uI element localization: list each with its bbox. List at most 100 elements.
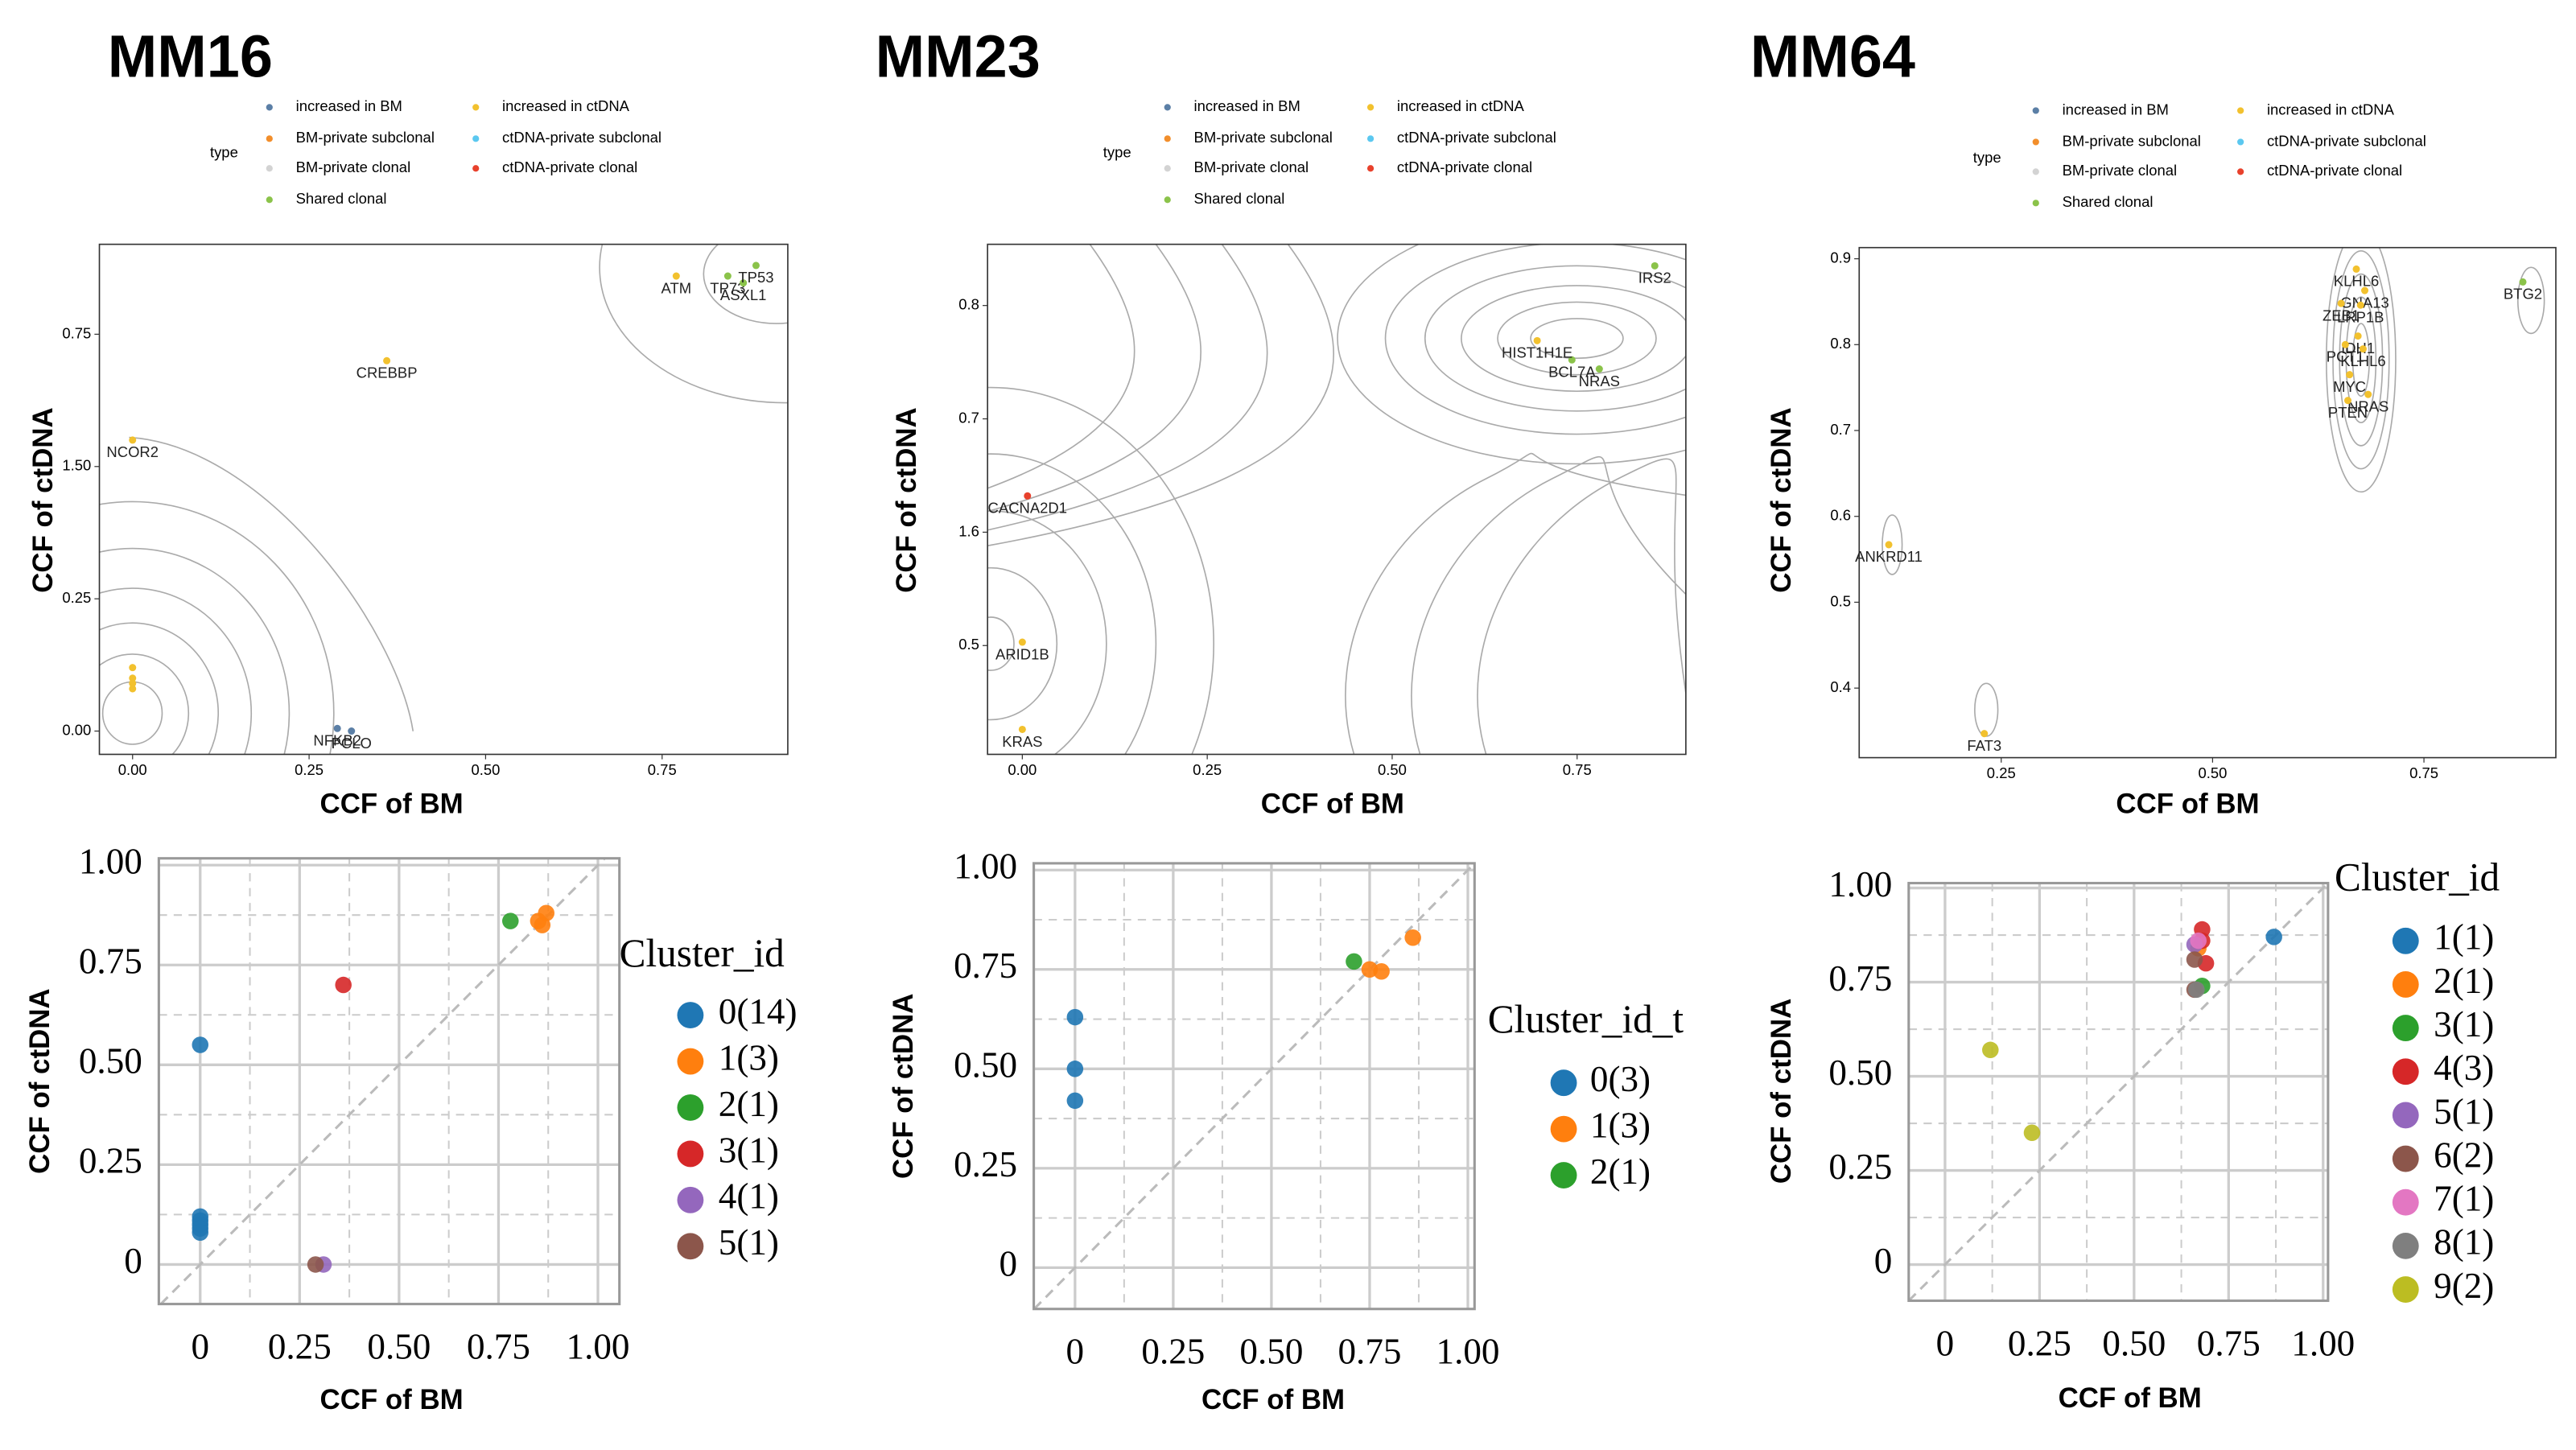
legend-label: BM-private clonal (2063, 162, 2178, 179)
point (1885, 541, 1893, 549)
point (740, 279, 748, 287)
plot-area (1033, 863, 1475, 1309)
y-tick-label: 0.8 (958, 296, 979, 313)
point-label: NFKB2 (313, 732, 361, 749)
y-tick-label: 0.6 (1830, 507, 1851, 524)
legend-label: 0(3) (1590, 1059, 1651, 1099)
legend-marker (677, 1233, 704, 1260)
point (1373, 963, 1390, 980)
y-tick-label: 0.75 (1828, 958, 1892, 999)
legend-label: 2(1) (2434, 961, 2494, 1001)
point-label: NRAS (2347, 398, 2388, 414)
point (1346, 953, 1362, 970)
point-label: BTG2 (2504, 286, 2542, 303)
point (2186, 951, 2203, 968)
contour (987, 616, 1015, 671)
legend-label: 9(2) (2434, 1266, 2494, 1306)
legend-label: Shared clonal (1194, 190, 1285, 207)
legend-label: increased in ctDNA (2267, 101, 2395, 117)
contour (129, 436, 414, 731)
legend-marker (2032, 168, 2039, 175)
legend-marker (1366, 135, 1375, 142)
diagonal-line (1033, 863, 1475, 1309)
y-axis-label: CCF of ctDNA (891, 407, 922, 592)
point (2354, 332, 2362, 340)
legend-marker (2237, 107, 2244, 114)
point (723, 272, 732, 280)
x-axis-label: CCF of BM (1201, 1384, 1345, 1415)
x-tick-label: 1.00 (2291, 1323, 2355, 1363)
legend-marker (2392, 1102, 2419, 1129)
points (1066, 929, 1421, 1110)
legend-marker (2237, 138, 2244, 146)
contour (99, 500, 335, 755)
legend-label: ctDNA-private subclonal (502, 129, 662, 146)
point-label: CREBBP (357, 365, 418, 381)
y-tick-label: 0.50 (954, 1045, 1017, 1085)
legend-label: 0(14) (719, 991, 798, 1032)
legend-marker (266, 165, 273, 172)
plot-area (987, 244, 1686, 755)
contour (2332, 249, 2390, 470)
y-axis-label: CCF of ctDNA (888, 994, 919, 1179)
point (1980, 730, 1989, 738)
legend-label: ctDNA-private clonal (502, 159, 637, 175)
legend-label: 4(3) (2434, 1048, 2494, 1088)
legend-label: ctDNA-private subclonal (1397, 129, 1556, 146)
point (2364, 390, 2372, 398)
point (192, 1224, 209, 1242)
x-tick-label: 0.50 (1378, 761, 1407, 778)
legend-marker (266, 196, 273, 204)
plot-area (99, 244, 788, 755)
contour (987, 244, 1334, 546)
legend-label: 1(3) (719, 1037, 779, 1077)
legend-marker (2237, 168, 2244, 175)
legend-label: 4(1) (719, 1176, 779, 1217)
legend-label: 7(1) (2434, 1179, 2494, 1219)
plot-border (987, 243, 1687, 756)
contour (1530, 318, 1624, 359)
point (1066, 1092, 1084, 1110)
point (129, 664, 137, 672)
y-tick-label: 0.4 (1830, 678, 1851, 695)
point-label: NCOR2 (106, 443, 159, 460)
contour (99, 653, 190, 755)
point-label: GNA13 (2340, 294, 2389, 311)
x-axis-label: CCF of BM (320, 788, 464, 819)
legend-marker (2032, 200, 2039, 207)
point (2519, 278, 2527, 286)
y-tick-label: 0.25 (1828, 1147, 1892, 1187)
point (1024, 492, 1032, 500)
panel-title: MM64 (1750, 23, 1915, 89)
legend-label: Shared clonal (2063, 193, 2154, 210)
point-label: FAT3 (1967, 737, 2001, 754)
point (2343, 397, 2352, 405)
point-label: PCLO (332, 735, 372, 752)
points (1982, 921, 2282, 1142)
point (1595, 365, 1603, 373)
point (129, 685, 137, 693)
x-axis-label: CCF of BM (320, 1384, 464, 1415)
legend-label: BM-private subclonal (1194, 129, 1333, 146)
point (1982, 1041, 1999, 1059)
point-label: IRS2 (1638, 270, 1671, 286)
legend-marker (472, 165, 480, 172)
legend-label: ctDNA-private clonal (2267, 162, 2402, 179)
legend-label: BM-private subclonal (2063, 132, 2201, 149)
point-label: MYC (2333, 378, 2366, 395)
x-tick-label: 0.75 (1337, 1332, 1401, 1372)
legend-marker (2392, 1015, 2419, 1042)
plot-area (1859, 247, 2556, 758)
legend-label: ctDNA-private clonal (1397, 159, 1532, 175)
legend-title: type (1973, 149, 2001, 166)
contour (1497, 301, 1657, 376)
point-label: KLHL6 (2340, 352, 2385, 369)
plot-background (987, 244, 1686, 755)
point (192, 1036, 209, 1053)
x-tick-label: 0.50 (471, 761, 500, 778)
plot-border (98, 243, 789, 756)
contour (1384, 244, 1686, 435)
x-tick-label: 0.75 (467, 1326, 530, 1366)
x-tick-label: 0.00 (1008, 761, 1037, 778)
